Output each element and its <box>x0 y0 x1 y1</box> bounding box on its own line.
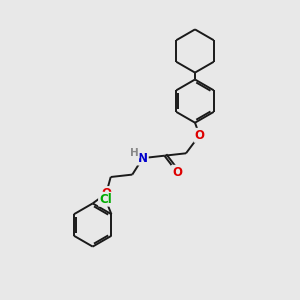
Text: H: H <box>130 148 139 158</box>
Text: O: O <box>194 129 205 142</box>
Text: Cl: Cl <box>99 193 112 206</box>
Text: O: O <box>101 187 111 200</box>
Text: O: O <box>172 166 182 179</box>
Text: N: N <box>138 152 148 165</box>
